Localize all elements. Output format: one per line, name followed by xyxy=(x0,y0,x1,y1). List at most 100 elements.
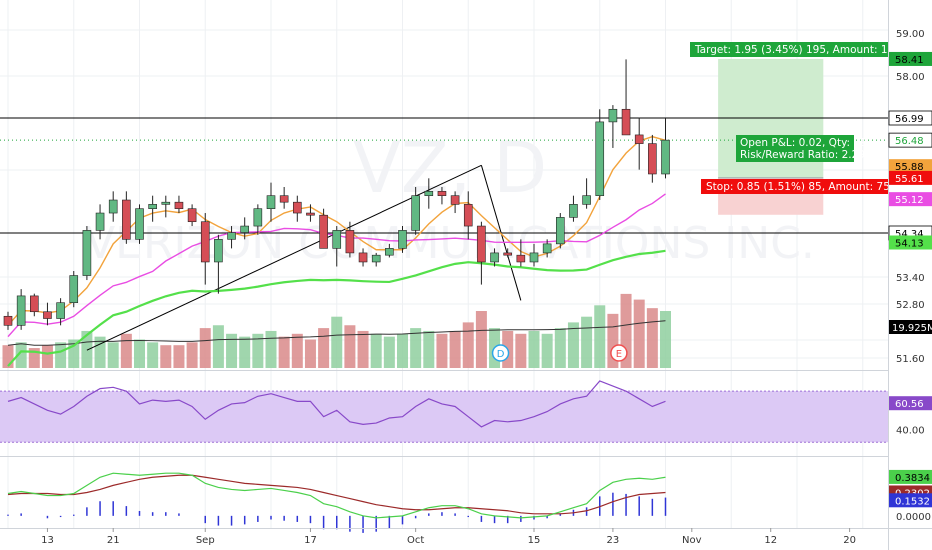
event-marker-label: D xyxy=(497,349,505,360)
candle-body xyxy=(424,191,434,196)
event-marker-label: E xyxy=(616,349,622,360)
volume-bar xyxy=(594,305,606,368)
volume-bar xyxy=(383,336,395,368)
candle-body xyxy=(516,254,526,263)
volume-bar xyxy=(660,311,671,368)
volume-bar xyxy=(265,330,277,368)
candle-body xyxy=(82,230,92,276)
price-badge-box xyxy=(888,132,932,148)
candle-body xyxy=(306,212,315,216)
candle-body xyxy=(595,121,605,196)
candle-body xyxy=(174,201,184,209)
candle-body xyxy=(398,230,407,249)
time-tick-label: 23 xyxy=(607,535,620,546)
volume-bar xyxy=(318,328,330,368)
rsi-tick-label: 40.00 xyxy=(896,425,925,436)
candle-body xyxy=(108,199,118,214)
price-badge-box xyxy=(889,192,932,207)
rsi-badge-label: 60.56 xyxy=(895,399,924,410)
candle-body xyxy=(95,212,105,231)
candle-body xyxy=(214,239,223,263)
volume-bar xyxy=(173,345,185,368)
candle-body xyxy=(582,195,591,205)
price-badge-label: 54.13 xyxy=(895,239,924,250)
volume-bar xyxy=(344,325,356,368)
time-tick-label: 20 xyxy=(843,535,856,546)
macd-signal-line xyxy=(7,474,666,515)
time-axis[interactable]: 13 21 Sep 17 Oct 15 23 Nov 12 20 xyxy=(41,528,856,546)
sma-fast-line xyxy=(7,135,666,326)
volume-bar xyxy=(331,316,343,368)
candle-body xyxy=(634,134,644,144)
volume-bar xyxy=(68,339,80,368)
candle-body xyxy=(661,139,670,175)
volume-bar xyxy=(2,345,14,368)
time-tick-label: 21 xyxy=(107,535,120,546)
candle-body xyxy=(266,195,276,209)
volume-bar xyxy=(239,336,251,368)
candle-body xyxy=(122,199,131,240)
candle-body xyxy=(569,204,578,218)
price-badge-label: 58.41 xyxy=(895,55,924,66)
rsi-line xyxy=(7,380,666,428)
volume-bar xyxy=(212,325,224,368)
volume-bar xyxy=(94,336,106,368)
price-badge-box xyxy=(889,170,932,185)
macd-badge-label: 0.1532 xyxy=(895,496,930,507)
volume-bar xyxy=(81,330,93,368)
stop-label: Stop: 0.85 (1.51%) 85, Amount: 75.35 xyxy=(706,181,907,193)
candle-body xyxy=(135,208,144,240)
volume-bar xyxy=(370,333,382,368)
candle-body xyxy=(503,252,513,256)
candle-body xyxy=(319,214,328,249)
candle-body xyxy=(463,204,473,227)
candle-body xyxy=(332,230,342,249)
candle-body xyxy=(542,243,552,254)
volume-badge-label: 19.925M xyxy=(892,323,932,334)
candle-body xyxy=(555,217,565,245)
candle-body xyxy=(29,295,39,313)
time-tick-label: 13 xyxy=(41,535,54,546)
price-axis[interactable]: 59.00 58.00 53.40 52.80 51.60 58.41 56.99 56.48… xyxy=(888,0,932,550)
time-tick-label: 17 xyxy=(304,535,317,546)
candle-body xyxy=(437,191,447,196)
stop-label-box xyxy=(701,179,888,194)
candle-body xyxy=(16,295,26,326)
price-tick-label: 58.00 xyxy=(896,72,925,83)
volume-bars xyxy=(2,293,671,368)
volume-bar xyxy=(15,342,27,368)
watermark-symbol: VZ, D xyxy=(353,127,547,209)
event-marker-circle xyxy=(610,344,628,362)
candle-body xyxy=(450,195,460,205)
event-marker-circle xyxy=(491,344,510,362)
macd-badge-label: 0.3834 xyxy=(895,473,930,484)
volume-bar xyxy=(620,293,632,368)
macd-pane[interactable] xyxy=(7,472,667,533)
price-badge-box xyxy=(889,51,932,66)
candle-body xyxy=(200,221,210,263)
volume-bar xyxy=(278,336,290,368)
price-badge-label: 54.34 xyxy=(895,229,924,240)
pnl-label: Open P&L: 0.02, Qty: 29 xyxy=(740,137,867,149)
macd-badge-box xyxy=(889,469,932,484)
candle-body xyxy=(345,230,355,254)
volume-bar xyxy=(541,333,553,368)
candle-body xyxy=(227,232,236,240)
time-tick-label: 15 xyxy=(528,535,541,546)
volume-bar xyxy=(134,339,145,368)
macd-badge-box xyxy=(889,493,932,508)
time-tick-label: Sep xyxy=(196,535,215,546)
candle-body xyxy=(187,208,197,223)
candlesticks xyxy=(3,59,670,330)
candle-body xyxy=(43,311,52,319)
candle-body xyxy=(292,201,302,214)
volume-bar xyxy=(226,333,238,368)
candle-body xyxy=(385,248,394,256)
volume-bar xyxy=(357,330,369,368)
volume-bar xyxy=(423,330,435,368)
rsi-pane[interactable] xyxy=(0,380,888,443)
price-tick-label: 53.40 xyxy=(896,273,925,284)
